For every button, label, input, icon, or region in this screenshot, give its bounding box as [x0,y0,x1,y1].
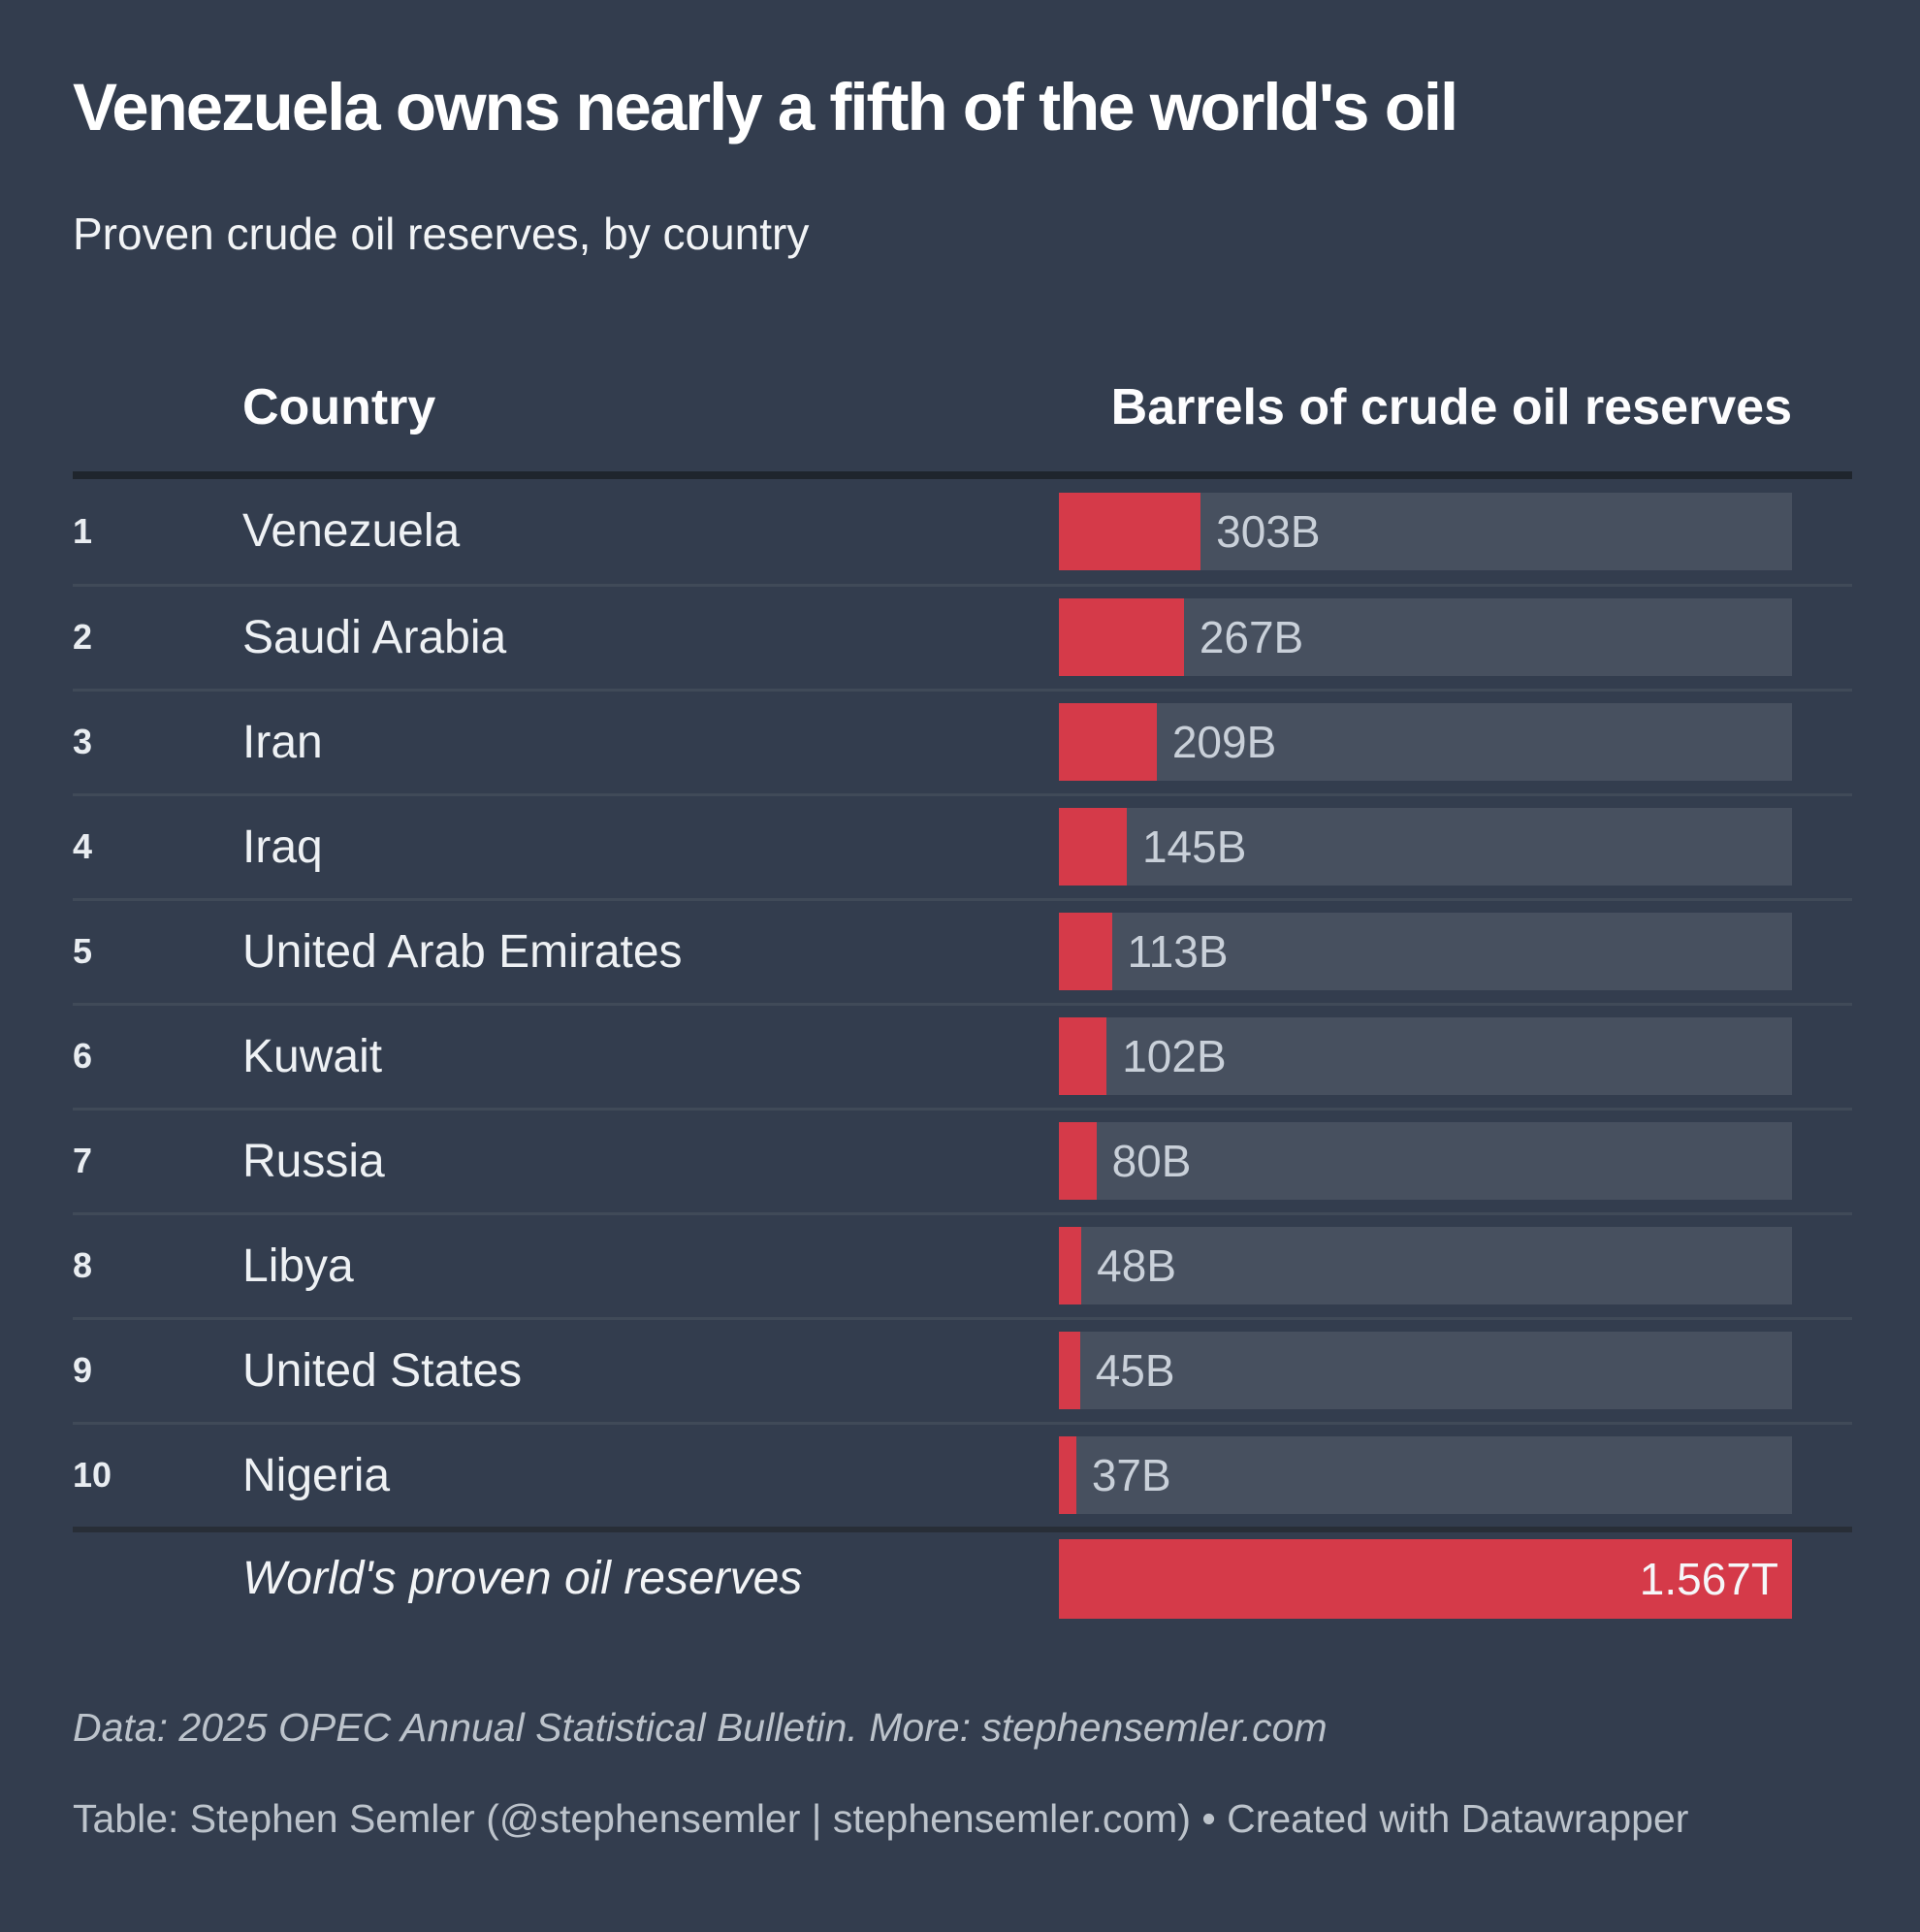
table-row: 4 Iraq 145B [73,792,1852,898]
bar-track: 102B [1059,1017,1792,1096]
table-row: 8 Libya 48B [73,1211,1852,1317]
rank-cell: 1 [73,510,93,551]
bar-value-label: 209B [1171,717,1277,768]
bar-fill [1059,598,1184,677]
country-cell: Kuwait [242,1030,383,1082]
header-divider [73,470,1852,479]
country-cell: Nigeria [242,1449,391,1501]
bar-value-label: 145B [1141,821,1247,873]
table-body: 1 Venezuela 303B 2 Saudi Arabia 267B 3 I… [73,479,1852,1527]
bar-cell: 48B [1059,1227,1792,1305]
bar-fill [1059,1436,1076,1515]
table-row: 5 United Arab Emirates 113B [73,897,1852,1003]
rank-cell: 5 [73,931,93,972]
table-row: 1 Venezuela 303B [73,479,1852,584]
bar-value-label: 80B [1111,1136,1192,1187]
rank-cell: 6 [73,1036,93,1077]
bar-track: 267B [1059,598,1792,677]
bar-cell: 37B [1059,1436,1792,1515]
bar-fill [1059,1122,1097,1201]
table-row: 3 Iran 209B [73,688,1852,793]
bar-track: 45B [1059,1332,1792,1410]
rank-cell: 7 [73,1141,93,1181]
bar-track: 113B [1059,913,1792,991]
country-cell: Iran [242,716,323,768]
bar-value-label: 45B [1095,1345,1175,1397]
bar-track: 80B [1059,1122,1792,1201]
bar-cell: 45B [1059,1332,1792,1410]
bar-track: 303B [1059,492,1792,570]
bar-cell: 102B [1059,1017,1792,1096]
bar-fill [1059,1332,1080,1410]
bar-fill [1059,808,1127,886]
country-cell: Iraq [242,821,323,873]
total-bar-value-label: 1.567T [1639,1553,1778,1604]
rank-cell: 8 [73,1245,93,1286]
total-divider [73,1526,1852,1532]
table-row: 6 Kuwait 102B [73,1002,1852,1108]
bar-fill [1059,703,1157,782]
rank-cell: 4 [73,826,93,867]
total-row: World's proven oil reserves 1.567T [73,1532,1852,1626]
country-cell: Venezuela [242,505,461,558]
table-row: 9 United States 45B [73,1316,1852,1422]
total-bar-track: 1.567T [1059,1538,1792,1619]
bar-fill [1059,492,1201,570]
bar-fill [1059,913,1112,991]
bar-track: 37B [1059,1436,1792,1515]
byline-note: Table: Stephen Semler (@stephensemler | … [73,1795,1689,1841]
column-header-value: Barrels of crude oil reserves [1110,378,1792,435]
country-cell: Saudi Arabia [242,611,507,663]
country-cell: Russia [242,1135,385,1187]
data-source-note: Data: 2025 OPEC Annual Statistical Bulle… [73,1704,1328,1750]
table-row: 7 Russia 80B [73,1107,1852,1212]
bar-value-label: 48B [1097,1240,1177,1292]
bar-cell: 267B [1059,598,1792,677]
table-row: 2 Saudi Arabia 267B [73,583,1852,689]
bar-track: 48B [1059,1227,1792,1305]
bar-cell: 113B [1059,913,1792,991]
total-row-label: World's proven oil reserves [242,1553,803,1605]
bar-cell: 209B [1059,703,1792,782]
bar-value-label: 37B [1091,1450,1171,1501]
bar-value-label: 102B [1122,1031,1227,1082]
total-bar-fill [1059,1538,1792,1619]
bar-cell: 303B [1059,492,1792,570]
chart-subtitle: Proven crude oil reserves, by country [73,208,810,259]
bar-track: 209B [1059,703,1792,782]
bar-fill [1059,1227,1082,1305]
bar-fill [1059,1017,1107,1096]
total-bar-cell: 1.567T [1059,1538,1792,1619]
bar-value-label: 113B [1127,926,1229,978]
bar-value-label: 267B [1199,612,1304,663]
bar-cell: 145B [1059,808,1792,886]
bar-value-label: 303B [1216,505,1321,557]
rank-cell: 9 [73,1350,93,1391]
rank-cell: 10 [73,1455,112,1496]
bar-track: 145B [1059,808,1792,886]
table-row: 10 Nigeria 37B [73,1421,1852,1527]
country-cell: Libya [242,1240,354,1292]
table-header-row: Country Barrels of crude oil reserves [73,378,1852,436]
country-cell: United Arab Emirates [242,925,683,978]
column-header-country: Country [242,378,436,435]
bar-cell: 80B [1059,1122,1792,1201]
country-cell: United States [242,1344,523,1397]
rank-cell: 2 [73,617,93,658]
footer: Data: 2025 OPEC Annual Statistical Bulle… [73,1703,1852,1843]
rank-cell: 3 [73,722,93,762]
chart-title: Venezuela owns nearly a fifth of the wor… [73,70,1458,145]
